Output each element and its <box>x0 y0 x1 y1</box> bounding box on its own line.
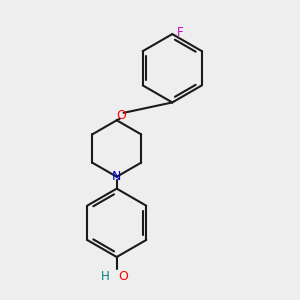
Text: N: N <box>112 170 122 183</box>
Text: H: H <box>100 270 109 283</box>
Text: F: F <box>177 26 183 39</box>
Text: O: O <box>118 270 128 284</box>
Text: O: O <box>116 109 126 122</box>
